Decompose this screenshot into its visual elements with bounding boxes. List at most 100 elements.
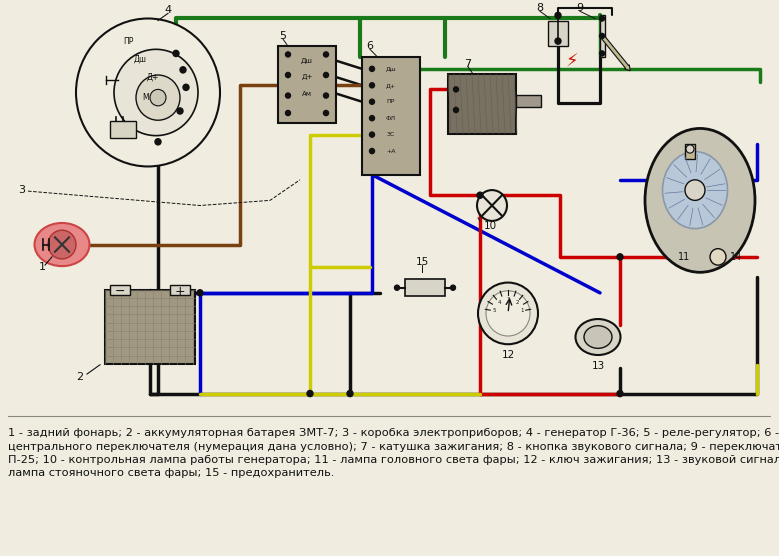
Circle shape	[323, 111, 329, 116]
Text: 1 - задний фонарь; 2 - аккумуляторная батарея ЗМТ-7; 3 - коробка электроприборов: 1 - задний фонарь; 2 - аккумуляторная ба…	[8, 429, 779, 478]
Circle shape	[369, 99, 375, 105]
Text: Д+: Д+	[386, 83, 396, 88]
Circle shape	[150, 90, 166, 106]
Text: ПР: ПР	[387, 99, 395, 104]
Text: 1: 1	[520, 309, 523, 314]
Text: 15: 15	[415, 257, 428, 267]
Circle shape	[477, 190, 507, 221]
Circle shape	[197, 290, 203, 296]
Bar	[105, 290, 195, 364]
Bar	[685, 144, 695, 159]
Circle shape	[177, 108, 183, 114]
Circle shape	[450, 285, 456, 290]
Text: 5: 5	[280, 31, 287, 41]
Text: +: +	[174, 285, 185, 299]
Bar	[516, 95, 541, 107]
Ellipse shape	[645, 128, 755, 272]
Circle shape	[478, 282, 538, 344]
Circle shape	[555, 12, 561, 18]
Text: 4: 4	[164, 5, 171, 15]
FancyArrow shape	[601, 34, 630, 71]
Ellipse shape	[576, 319, 621, 355]
Text: 9: 9	[576, 3, 583, 13]
Text: 14: 14	[730, 252, 742, 262]
Circle shape	[183, 85, 189, 91]
Ellipse shape	[584, 326, 612, 349]
Circle shape	[486, 291, 530, 336]
Bar	[548, 21, 568, 46]
Circle shape	[685, 180, 705, 200]
Circle shape	[48, 230, 76, 259]
Text: 7: 7	[464, 59, 471, 69]
Circle shape	[369, 66, 375, 71]
Circle shape	[347, 390, 353, 396]
Circle shape	[686, 145, 694, 153]
Circle shape	[555, 38, 561, 44]
Circle shape	[323, 52, 329, 57]
Circle shape	[453, 87, 459, 92]
Circle shape	[394, 285, 400, 290]
Text: −: −	[115, 285, 125, 299]
Circle shape	[285, 52, 291, 57]
Circle shape	[155, 138, 161, 145]
Text: ⚡: ⚡	[566, 53, 578, 71]
Text: 5: 5	[492, 309, 496, 314]
Bar	[448, 74, 516, 133]
Text: Дш: Дш	[133, 55, 146, 64]
Circle shape	[617, 390, 623, 396]
Text: Дш: Дш	[301, 58, 313, 64]
Bar	[110, 285, 130, 295]
Circle shape	[285, 111, 291, 116]
Text: М: М	[143, 93, 150, 102]
Text: ПР: ПР	[123, 37, 133, 46]
Text: 4: 4	[497, 300, 501, 305]
Circle shape	[369, 83, 375, 88]
Text: 11: 11	[678, 252, 690, 262]
Circle shape	[453, 107, 459, 112]
Text: 10: 10	[484, 221, 496, 231]
Circle shape	[600, 16, 605, 21]
Bar	[362, 57, 420, 175]
Text: 3: 3	[19, 185, 26, 195]
Bar	[170, 285, 190, 295]
Text: 2: 2	[76, 372, 83, 382]
Text: 12: 12	[502, 350, 515, 360]
Text: 8: 8	[537, 3, 544, 13]
Circle shape	[307, 390, 313, 396]
Bar	[600, 16, 605, 57]
Text: 2: 2	[515, 300, 519, 305]
Bar	[110, 121, 136, 138]
Text: 6: 6	[366, 41, 373, 51]
Text: Д+: Д+	[301, 74, 312, 80]
Circle shape	[477, 192, 483, 198]
Circle shape	[285, 72, 291, 78]
Circle shape	[369, 116, 375, 121]
Circle shape	[180, 67, 186, 73]
Circle shape	[173, 51, 179, 57]
Bar	[405, 280, 445, 296]
Text: ФЛ: ФЛ	[386, 116, 396, 121]
Circle shape	[285, 93, 291, 98]
Circle shape	[369, 148, 375, 153]
Ellipse shape	[662, 152, 728, 229]
Text: 1: 1	[38, 262, 45, 272]
Circle shape	[617, 254, 623, 260]
Circle shape	[114, 49, 198, 136]
Text: ЗС: ЗС	[387, 132, 395, 137]
Ellipse shape	[34, 223, 90, 266]
Circle shape	[76, 18, 220, 166]
Circle shape	[600, 51, 605, 56]
Text: 13: 13	[591, 361, 605, 371]
Text: 3: 3	[506, 296, 509, 301]
Circle shape	[323, 72, 329, 78]
Circle shape	[136, 75, 180, 120]
Circle shape	[600, 33, 605, 38]
Circle shape	[710, 249, 726, 265]
Text: Дш: Дш	[386, 66, 397, 71]
Text: Д+: Д+	[146, 73, 159, 82]
Circle shape	[323, 93, 329, 98]
Bar	[278, 46, 336, 123]
Text: Ам: Ам	[302, 91, 312, 97]
Circle shape	[369, 132, 375, 137]
Text: +А: +А	[386, 148, 396, 153]
